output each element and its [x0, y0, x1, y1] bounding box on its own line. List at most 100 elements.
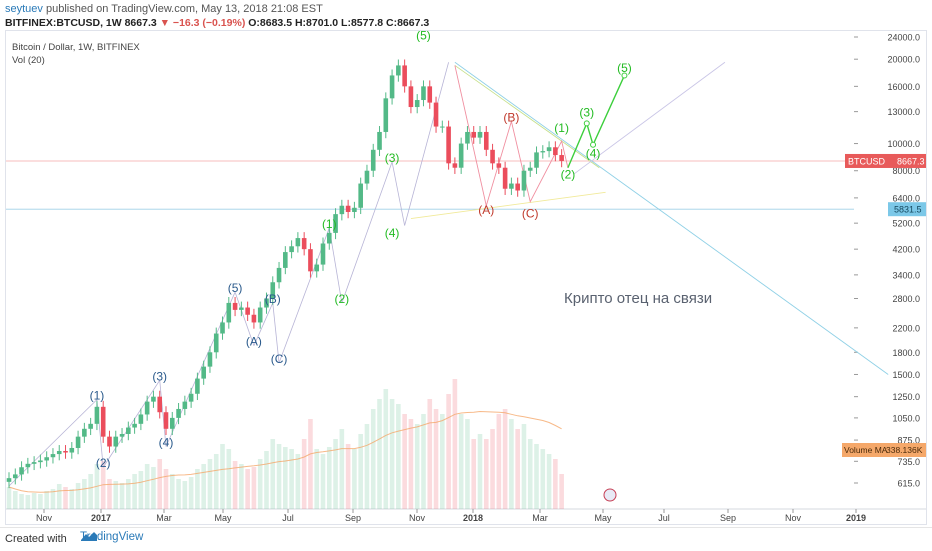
volume-bar: [383, 389, 389, 509]
volume-bar: [188, 477, 194, 509]
volume-bar: [314, 449, 320, 509]
x-tick-label: May: [594, 513, 612, 523]
candle-body: [88, 423, 93, 429]
candle-body: [19, 467, 24, 475]
volume-bar: [521, 424, 527, 509]
candle-body: [132, 423, 137, 428]
volume-bar: [245, 469, 250, 509]
y-tick-label: 735.0: [897, 457, 920, 467]
candle-body: [119, 433, 125, 437]
wave-trend-line: [341, 161, 393, 304]
volume-bar: [6, 487, 12, 509]
candle-body: [326, 232, 332, 244]
candle-body: [402, 65, 407, 87]
y-tick-label: 8000.0: [892, 166, 920, 176]
wave-label: (3): [152, 369, 167, 383]
volume-bar: [289, 449, 294, 509]
y-tick-label: 6400.0: [892, 193, 920, 203]
candle-body: [245, 307, 250, 315]
wave-trend-line: [102, 380, 161, 468]
volume-bar: [364, 424, 370, 509]
x-tick-label: 2018: [463, 513, 483, 523]
x-tick-label: May: [214, 513, 232, 523]
event-flag-icon: [603, 488, 617, 502]
chart-panel[interactable]: 615.0 735.0 875.0 1050.0 1250.0 1500.0 1800.0 2…: [5, 30, 927, 525]
volume-bar: [446, 394, 451, 509]
y-tick-label: 1800.0: [892, 348, 920, 358]
projection-point: [583, 120, 590, 127]
volume-bar: [358, 434, 363, 509]
tradingview-brand[interactable]: TradingView: [80, 531, 143, 543]
y-tick-label: 615.0: [897, 479, 920, 489]
candle-body: [458, 143, 464, 168]
volume-ma-line: [8, 410, 562, 493]
volume-bar: [295, 454, 301, 509]
wave-label: (C): [271, 352, 288, 366]
candle-body: [540, 151, 546, 153]
candle-body: [383, 98, 389, 132]
upper-wedge-line: [454, 65, 600, 169]
volume-bar: [144, 464, 150, 509]
symbol-tag-label: BTCUSD: [848, 156, 886, 166]
candle-body: [446, 126, 451, 164]
x-tick-label: Sep: [720, 513, 736, 523]
volume-bar: [477, 434, 483, 509]
price-tag-value: 8667.3: [897, 156, 925, 166]
volume-bar: [232, 461, 238, 509]
wave-label: (A): [478, 203, 494, 217]
candle-body: [440, 126, 445, 128]
candle-body: [44, 457, 49, 461]
volume-bar: [559, 474, 564, 509]
volume-bar: [527, 439, 533, 509]
volume-bar: [251, 467, 257, 509]
candle-body: [483, 131, 489, 150]
y-tick-label: 1500.0: [892, 370, 920, 380]
candle-body: [251, 314, 257, 323]
candle-body: [471, 131, 477, 138]
author-link[interactable]: seytuev: [5, 3, 43, 15]
volume-legend: Vol (20): [12, 55, 45, 66]
volume-bar: [138, 471, 144, 509]
candle-body: [182, 401, 188, 409]
candle-body: [25, 463, 31, 468]
volume-bar: [496, 414, 502, 509]
wave-trend-line: [253, 302, 274, 346]
candle-body: [82, 428, 87, 437]
volume-bar: [414, 424, 420, 509]
volume-bar: [540, 449, 546, 509]
candle-body: [433, 102, 439, 127]
candle-body: [188, 393, 194, 402]
candle-body: [345, 205, 351, 212]
volume-bar: [213, 454, 219, 509]
candle-body: [320, 243, 326, 265]
volume-bar: [546, 454, 552, 509]
candle-body: [63, 450, 68, 453]
level-tag-bg: [888, 202, 926, 217]
volume-bar: [270, 439, 276, 509]
volume-bar: [132, 474, 137, 509]
symbol-line: BITFINEX:BTCUSD, 1W 8667.3: [5, 17, 157, 29]
level-tag-value: 5831.5: [894, 205, 922, 215]
candle-body: [527, 167, 533, 171]
candle-body: [100, 406, 106, 437]
volume-bar: [226, 449, 232, 509]
candle-body: [389, 75, 395, 99]
candle-body: [314, 264, 320, 272]
volume-bar: [370, 409, 376, 509]
candle-body: [38, 460, 43, 463]
descending-trend-line: [454, 61, 889, 375]
volume-bar: [50, 489, 56, 509]
candle-body: [352, 207, 357, 212]
ohlc-values: O:8683.5 H:8701.0 L:8577.8 C:8667.3: [248, 17, 430, 29]
candle-body: [113, 436, 119, 447]
volume-bar: [515, 429, 520, 509]
candle-body: [276, 267, 282, 283]
volume-bar: [239, 464, 244, 509]
price-chart[interactable]: 615.0 735.0 875.0 1050.0 1250.0 1500.0 1800.0 2…: [6, 31, 926, 524]
candle-body: [94, 406, 100, 424]
candle-body: [546, 147, 552, 152]
tradingview-logo-icon: [81, 532, 97, 541]
volume-bar: [75, 483, 81, 509]
wave-trend-line: [159, 380, 167, 447]
wave-label: (5): [416, 31, 431, 43]
